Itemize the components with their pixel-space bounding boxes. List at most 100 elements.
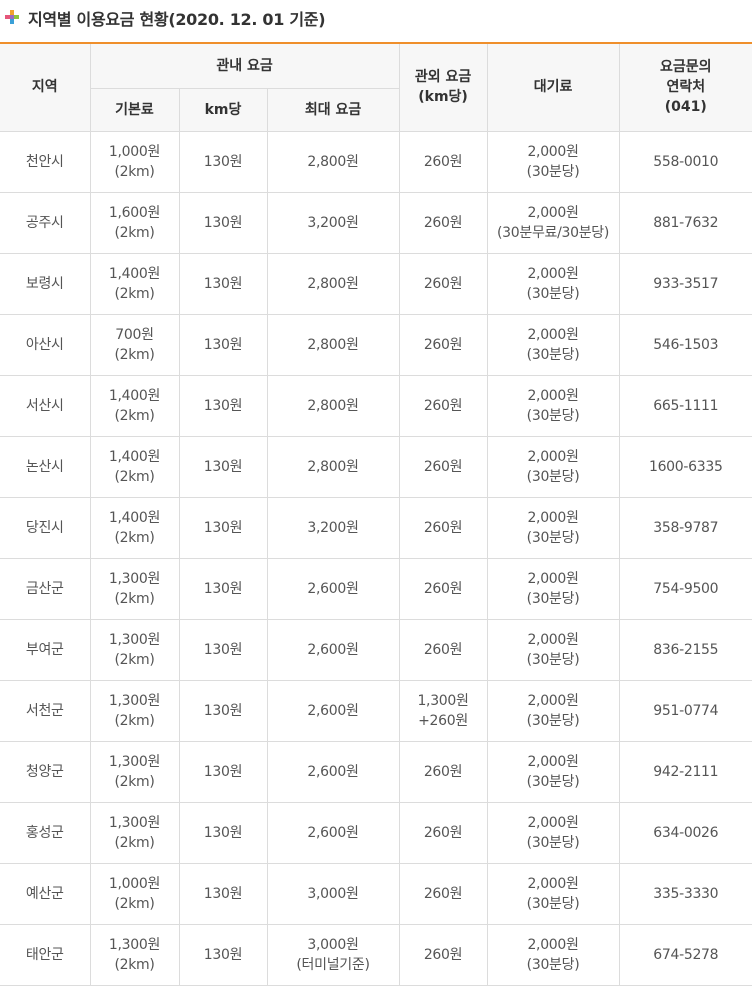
cell-max-fare-text: 2,600원 [307,702,359,719]
cell-base-fare: 1,600원 (2km) [89,191,180,254]
cell-per-km: 130원 [178,435,268,498]
cell-per-km: 130원 [178,862,268,925]
cell-max-fare: 2,600원 [266,618,400,681]
cell-wait-fee: 2,000원 (30분당) [486,923,620,986]
cell-per-km-text: 130원 [203,214,243,231]
header-per-km: km당 [178,87,268,132]
cell-contact: 836-2155 [618,618,752,681]
cell-contact: 674-5278 [618,923,752,986]
cell-max-fare-text: 2,600원 [307,641,359,658]
cell-region: 태안군 [0,923,91,986]
cell-wait-fee: 2,000원 (30분당) [486,252,620,315]
cell-max-fare: 2,800원 [266,313,400,376]
cell-wait-fee-text: 2,000원 [527,204,579,221]
cell-wait-fee-text: (30분당) [526,590,580,607]
cell-base-fare: 1,300원 (2km) [89,801,180,864]
cell-max-fare: 3,000원 (터미널기준) [266,923,400,986]
cell-out-city-fare-text: 1,300원 [417,692,469,709]
cell-wait-fee-text: (30분당) [526,956,580,973]
cell-wait-fee-text: 2,000원 [527,448,579,465]
cell-per-km: 130원 [178,252,268,315]
cell-base-fare: 1,400원 (2km) [89,374,180,437]
cell-base-fare-text: 1,300원 [108,814,161,831]
table-row: 홍성군 1,300원 (2km) 130원 2,600원 260원 2,000원 (30분당)… [0,801,752,864]
cell-base-fare-text: (2km) [114,224,155,241]
cell-out-city-fare: 260원 [398,191,488,254]
cell-wait-fee-text: (30분당) [526,712,580,729]
cell-wait-fee-text: (30분당) [526,407,580,424]
cell-max-fare-text: 2,800원 [307,153,359,170]
cell-base-fare: 1,400원 (2km) [89,252,180,315]
cell-wait-fee: 2,000원 (30분당) [486,374,620,437]
cell-contact-text: 933-3517 [653,275,719,292]
cell-region: 홍성군 [0,801,91,864]
cell-base-fare: 1,000원 (2km) [89,130,180,193]
cell-out-city-fare: 260원 [398,618,488,681]
cell-wait-fee-text: 2,000원 [527,631,579,648]
cell-base-fare-text: (2km) [114,163,155,180]
cell-wait-fee-text: (30분당) [526,651,580,668]
cell-per-km: 130원 [178,374,268,437]
cell-per-km-text: 130원 [203,885,243,902]
cell-wait-fee: 2,000원 (30분무료/30분당) [486,191,620,254]
fare-table: 지역 관내 요금 관외 요금 (km당) 대기료 요금문의 연락처 (041) … [0,42,752,986]
cell-wait-fee-text: 2,000원 [527,265,579,282]
cell-base-fare-text: 1,300원 [108,570,161,587]
cell-max-fare: 3,200원 [266,496,400,559]
cell-max-fare-text: 2,600원 [307,763,359,780]
cell-region: 보령시 [0,252,91,315]
header-out-city-line1: 관외 요금 [414,69,472,86]
cell-contact: 942-2111 [618,740,752,803]
cell-base-fare-text: (2km) [114,346,155,363]
cell-region-text: 서천군 [25,702,64,719]
cell-out-city-fare: 260원 [398,862,488,925]
header-wait: 대기료 [486,42,620,132]
cell-per-km: 130원 [178,679,268,742]
cell-max-fare-text: 3,200원 [307,519,359,536]
cell-base-fare-text: 1,400원 [108,448,161,465]
cell-base-fare-text: 1,300원 [108,936,161,953]
cell-per-km: 130원 [178,191,268,254]
table-row: 서산시 1,400원 (2km) 130원 2,800원 260원 2,000원 (30분당)… [0,374,752,437]
cell-region: 서산시 [0,374,91,437]
table-body: 천안시 1,000원 (2km) 130원 2,800원 260원 2,000원 (30분당)… [0,130,752,986]
cell-out-city-fare-text: 260원 [423,458,463,475]
cell-max-fare-text: 3,000원 [307,936,359,953]
cell-region: 청양군 [0,740,91,803]
cell-wait-fee-text: 2,000원 [527,387,579,404]
cell-contact-text: 674-5278 [653,946,719,963]
cell-region-text: 논산시 [25,458,64,475]
cell-base-fare-text: (2km) [114,956,155,973]
cell-per-km: 130원 [178,923,268,986]
cell-region: 아산시 [0,313,91,376]
cell-out-city-fare-text: 260원 [423,153,463,170]
cell-per-km-text: 130원 [203,824,243,841]
cell-region: 당진시 [0,496,91,559]
cell-contact-text: 665-1111 [653,397,719,414]
cell-wait-fee: 2,000원 (30분당) [486,801,620,864]
cell-contact-text: 558-0010 [653,153,719,170]
cell-region-text: 홍성군 [25,824,64,841]
table-row: 공주시 1,600원 (2km) 130원 3,200원 260원 2,000원 (30분무료… [0,191,752,254]
cell-contact: 881-7632 [618,191,752,254]
cell-wait-fee: 2,000원 (30분당) [486,130,620,193]
cell-contact: 754-9500 [618,557,752,620]
table-header: 지역 관내 요금 관외 요금 (km당) 대기료 요금문의 연락처 (041) … [0,42,752,132]
cell-out-city-fare: 260원 [398,740,488,803]
cell-base-fare-text: (2km) [114,529,155,546]
cell-base-fare-text: 1,300원 [108,631,161,648]
cell-max-fare: 2,600원 [266,679,400,742]
cell-contact-text: 1600-6335 [648,458,723,475]
cell-max-fare: 2,600원 [266,801,400,864]
cell-max-fare-text: 2,800원 [307,397,359,414]
cell-region-text: 천안시 [25,153,64,170]
cell-max-fare-text: 2,600원 [307,580,359,597]
cell-per-km-text: 130원 [203,763,243,780]
header-contact-line2: 연락처 [666,79,706,96]
header-region: 지역 [0,42,91,132]
cell-per-km-text: 130원 [203,153,243,170]
header-contact-line1: 요금문의 [660,59,712,76]
cell-base-fare: 1,300원 (2km) [89,740,180,803]
cell-wait-fee-text: (30분당) [526,834,580,851]
header-max: 최대 요금 [266,87,400,132]
